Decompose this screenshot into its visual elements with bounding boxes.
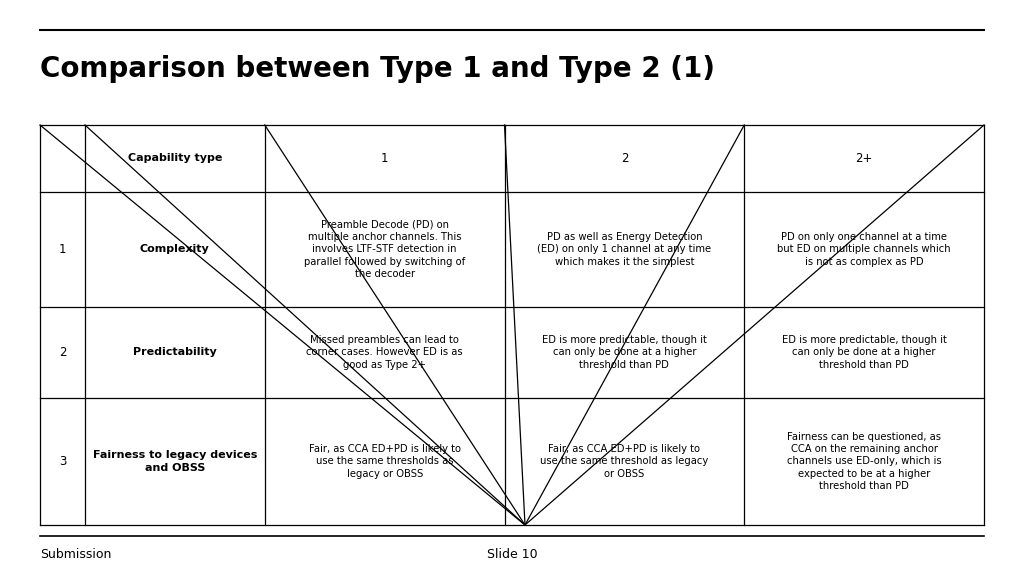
- Text: ED is more predictable, though it
can only be done at a higher
threshold than PD: ED is more predictable, though it can on…: [781, 335, 946, 370]
- Text: Slide 10: Slide 10: [486, 548, 538, 561]
- Text: Predictability: Predictability: [133, 347, 217, 357]
- Text: Fairness can be questioned, as
CCA on the remaining anchor
channels use ED-only,: Fairness can be questioned, as CCA on th…: [786, 431, 941, 491]
- Text: 2: 2: [58, 346, 67, 359]
- Text: Fairness to legacy devices
and OBSS: Fairness to legacy devices and OBSS: [92, 450, 257, 472]
- Text: 2: 2: [621, 152, 628, 165]
- Text: Submission: Submission: [40, 548, 112, 561]
- Text: 2+: 2+: [855, 152, 872, 165]
- Text: Fair, as CCA ED+PD is likely to
use the same threshold as legacy
or OBSS: Fair, as CCA ED+PD is likely to use the …: [541, 444, 709, 479]
- Text: Capability type: Capability type: [128, 153, 222, 164]
- Text: PD as well as Energy Detection
(ED) on only 1 channel at any time
which makes it: PD as well as Energy Detection (ED) on o…: [538, 232, 712, 267]
- Text: PD on only one channel at a time
but ED on multiple channels which
is not as com: PD on only one channel at a time but ED …: [777, 232, 951, 267]
- Text: Comparison between Type 1 and Type 2 (1): Comparison between Type 1 and Type 2 (1): [40, 55, 715, 83]
- Text: Missed preambles can lead to
corner cases. However ED is as
good as Type 2+: Missed preambles can lead to corner case…: [306, 335, 463, 370]
- Text: Preamble Decode (PD) on
multiple anchor channels. This
involves LTF-STF detectio: Preamble Decode (PD) on multiple anchor …: [304, 219, 465, 279]
- Text: ED is more predictable, though it
can only be done at a higher
threshold than PD: ED is more predictable, though it can on…: [542, 335, 707, 370]
- Text: 3: 3: [58, 455, 67, 468]
- Text: Fair, as CCA ED+PD is likely to
use the same thresholds as
legacy or OBSS: Fair, as CCA ED+PD is likely to use the …: [308, 444, 461, 479]
- Text: Complexity: Complexity: [140, 244, 210, 254]
- Text: 1: 1: [58, 242, 67, 256]
- Text: 1: 1: [381, 152, 388, 165]
